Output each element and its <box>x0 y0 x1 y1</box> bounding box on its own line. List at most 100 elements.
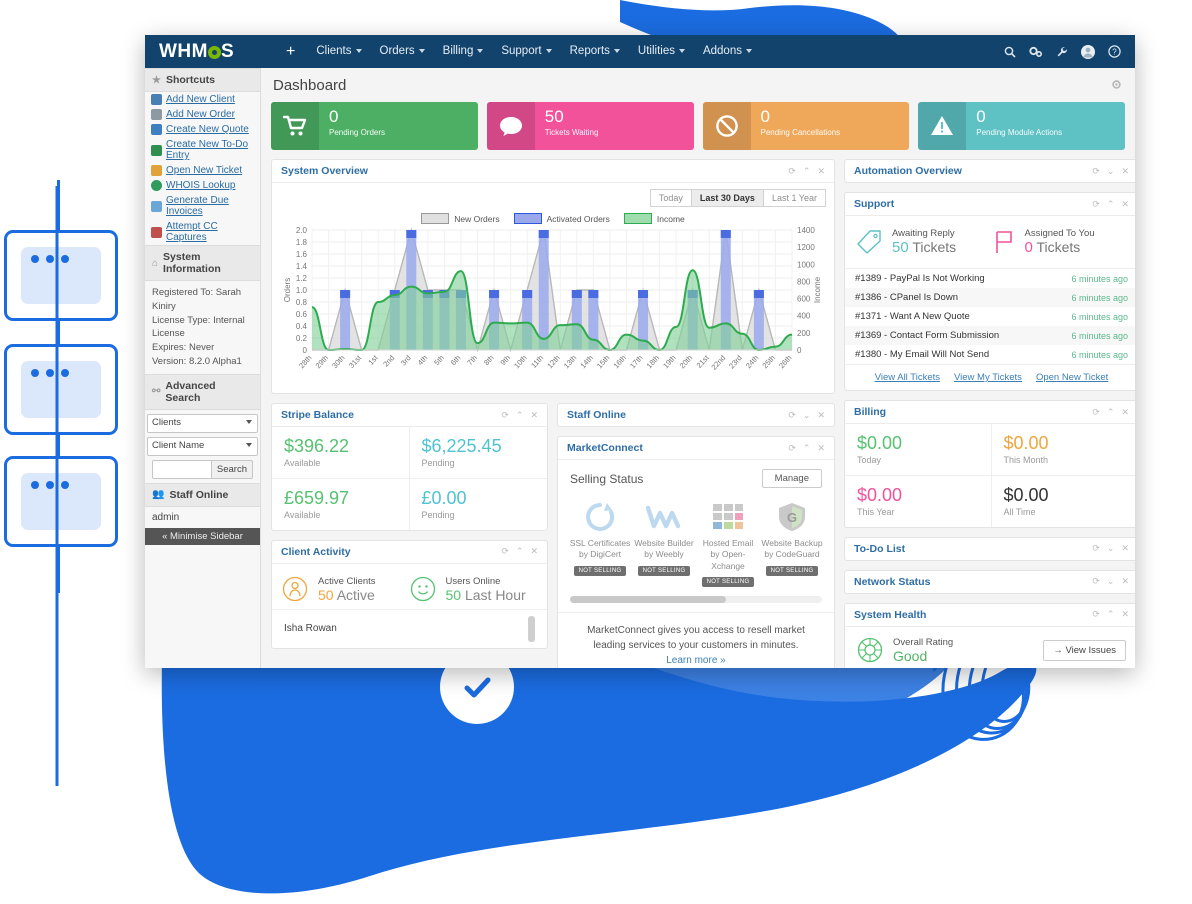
sidebar-section-shortcuts: ★ Shortcuts <box>145 68 260 92</box>
expand-icon[interactable]: ⌄ <box>802 409 811 420</box>
scrollbar-thumb[interactable] <box>570 596 727 604</box>
open-new-ticket-link[interactable]: Open New Ticket <box>1035 372 1109 383</box>
refresh-icon[interactable]: ⟳ <box>788 409 796 420</box>
collapse-icon[interactable]: ⌃ <box>802 165 811 176</box>
ticket-row[interactable]: #1389 - PayPal Is Not Working 6 minutes a… <box>845 269 1135 288</box>
refresh-icon[interactable]: ⟳ <box>1092 406 1100 417</box>
collapse-icon[interactable]: ⌃ <box>1106 198 1115 209</box>
sidebar-link-label[interactable]: Create New Quote <box>166 124 249 135</box>
wrench-icon[interactable] <box>1056 46 1068 58</box>
range-last-30-days[interactable]: Last 30 Days <box>690 189 764 207</box>
avatar-icon[interactable] <box>1081 44 1095 59</box>
search-field-select[interactable]: Client Name <box>147 436 258 456</box>
close-icon[interactable]: ✕ <box>1121 406 1129 417</box>
ticket-row[interactable]: #1369 - Contact Form Submission 6 minutes… <box>845 326 1135 345</box>
range-last-1-year[interactable]: Last 1 Year <box>762 189 826 207</box>
product-website-builder[interactable]: Website Builder by Weebly NOT SELLING <box>632 496 696 587</box>
stat-card-pending-module-actions[interactable]: 0 Pending Module Actions <box>918 102 1125 150</box>
close-icon[interactable]: ✕ <box>1121 198 1129 209</box>
sidebar-link-label[interactable]: Generate Due Invoices <box>166 195 229 217</box>
close-icon[interactable]: ✕ <box>530 409 538 420</box>
nav-label: Billing <box>442 45 474 57</box>
sidebar-item-whois-lookup[interactable]: WHOIS Lookup <box>145 178 260 193</box>
search-icon[interactable] <box>1004 46 1016 58</box>
close-icon[interactable]: ✕ <box>1121 576 1129 587</box>
close-icon[interactable]: ✕ <box>1121 543 1129 554</box>
sidebar-link-label[interactable]: Create New To-Do Entry <box>166 139 249 161</box>
search-input[interactable] <box>152 459 212 479</box>
nav-item-reports[interactable]: Reports <box>561 35 629 68</box>
panel-title: System Health <box>854 608 927 621</box>
nav-item-addons[interactable]: Addons <box>694 35 761 68</box>
sidebar-item-create-new-quote[interactable]: Create New Quote <box>145 122 260 137</box>
stat-card-tickets-waiting[interactable]: 50 Tickets Waiting <box>486 102 694 150</box>
refresh-icon[interactable]: ⟳ <box>788 442 796 453</box>
collapse-icon[interactable]: ⌃ <box>515 546 524 557</box>
nav-item-orders[interactable]: Orders <box>371 35 434 68</box>
product-website-backup[interactable]: G Website Backup by CodeGuard NOT SELLIN… <box>760 496 824 587</box>
sidebar-item-add-new-client[interactable]: Add New Client <box>145 92 260 107</box>
search-type-select[interactable]: Clients <box>147 413 258 433</box>
close-icon[interactable]: ✕ <box>1121 609 1129 620</box>
close-icon[interactable]: ✕ <box>817 409 825 420</box>
brand-logo[interactable]: WHM S <box>145 42 274 61</box>
sidebar-item-attempt-cc-captures[interactable]: Attempt CC Captures <box>145 219 260 245</box>
close-icon[interactable]: ✕ <box>530 546 538 557</box>
refresh-icon[interactable]: ⟳ <box>1092 543 1100 554</box>
collapse-icon[interactable]: ⌃ <box>515 409 524 420</box>
refresh-icon[interactable]: ⟳ <box>1092 165 1100 176</box>
collapse-icon[interactable]: ⌃ <box>1106 609 1115 620</box>
nav-item-support[interactable]: Support <box>492 35 560 68</box>
sidebar-link-label[interactable]: Open New Ticket <box>166 165 243 176</box>
nav-item-billing[interactable]: Billing <box>434 35 493 68</box>
view-issues-button[interactable]: → View Issues <box>1043 639 1126 661</box>
refresh-icon[interactable]: ⟳ <box>501 409 509 420</box>
help-icon[interactable]: ? <box>1108 45 1121 58</box>
search-button[interactable]: Search <box>211 459 253 479</box>
sidebar-item-generate-due-invoices[interactable]: Generate Due Invoices <box>145 193 260 219</box>
product-hosted-email[interactable]: Hosted Email by Open-Xchange NOT SELLING <box>696 496 760 588</box>
minimise-sidebar-button[interactable]: « Minimise Sidebar <box>145 527 260 545</box>
stat-card-pending-cancellations[interactable]: 0 Pending Cancellations <box>702 102 910 150</box>
nav-item-utilities[interactable]: Utilities <box>629 35 694 68</box>
range-today[interactable]: Today <box>649 189 692 207</box>
refresh-icon[interactable]: ⟳ <box>1092 198 1100 209</box>
horizontal-scrollbar[interactable] <box>570 596 822 604</box>
close-icon[interactable]: ✕ <box>817 165 825 176</box>
gears-icon[interactable] <box>1029 46 1043 58</box>
ticket-row[interactable]: #1371 - Want A New Quote 6 minutes ago <box>845 307 1135 326</box>
quick-add-button[interactable]: + <box>286 42 296 60</box>
sidebar-link-label[interactable]: WHOIS Lookup <box>166 180 236 191</box>
x-tick-label: 24th <box>744 353 760 370</box>
nav-item-clients[interactable]: Clients <box>307 35 370 68</box>
sidebar-item-open-new-ticket[interactable]: Open New Ticket <box>145 163 260 178</box>
sidebar-link-label[interactable]: Attempt CC Captures <box>166 221 218 243</box>
refresh-icon[interactable]: ⟳ <box>1092 609 1100 620</box>
refresh-icon[interactable]: ⟳ <box>1092 576 1100 587</box>
sidebar-item-create-todo[interactable]: Create New To-Do Entry <box>145 137 260 163</box>
collapse-icon[interactable]: ⌃ <box>1106 406 1115 417</box>
sidebar-link-label[interactable]: Add New Order <box>166 109 235 120</box>
product-ssl-certificates[interactable]: SSL Certificates by DigiCert NOT SELLING <box>568 496 632 587</box>
stat-card-pending-orders[interactable]: 0 Pending Orders <box>271 102 478 150</box>
view-my-tickets-link[interactable]: View My Tickets <box>954 372 1022 383</box>
scrollbar-thumb[interactable] <box>528 615 535 642</box>
close-icon[interactable]: ✕ <box>1121 165 1129 176</box>
ticket-title: #1369 - Contact Form Submission <box>855 330 1000 341</box>
learn-more-link[interactable]: Learn more » <box>666 655 726 667</box>
refresh-icon[interactable]: ⟳ <box>501 546 509 557</box>
ticket-row[interactable]: #1386 - CPanel Is Down 6 minutes ago <box>845 288 1135 307</box>
client-activity-row[interactable]: Isha Rowan <box>272 608 547 648</box>
view-all-tickets-link[interactable]: View All Tickets <box>874 372 940 383</box>
collapse-icon[interactable]: ⌃ <box>802 442 811 453</box>
expand-icon[interactable]: ⌄ <box>1106 576 1115 587</box>
close-icon[interactable]: ✕ <box>817 442 825 453</box>
sidebar-link-label[interactable]: Add New Client <box>166 94 235 105</box>
expand-icon[interactable]: ⌄ <box>1106 543 1115 554</box>
refresh-icon[interactable]: ⟳ <box>788 165 796 176</box>
manage-button[interactable]: Manage <box>761 469 822 488</box>
ticket-row[interactable]: #1380 - My Email Will Not Send 6 minutes … <box>845 345 1135 364</box>
gear-icon[interactable] <box>1110 78 1123 94</box>
expand-icon[interactable]: ⌄ <box>1106 165 1115 176</box>
sidebar-item-add-new-order[interactable]: Add New Order <box>145 107 260 122</box>
